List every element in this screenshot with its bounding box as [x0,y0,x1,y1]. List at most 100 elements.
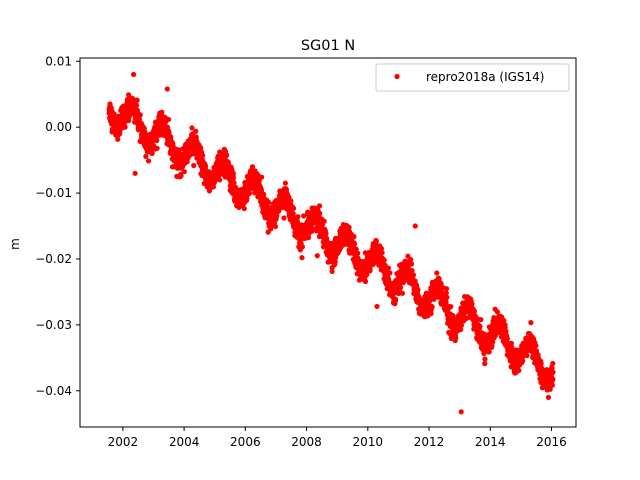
data-point [508,340,515,346]
data-point [362,278,369,285]
data-point [281,215,287,221]
data-point [477,323,483,329]
y-axis-label: m [8,238,22,250]
x-axis: 2002 2004 2006 2008 2010 2012 2014 2016 [108,427,567,449]
data-point [272,223,279,230]
data-point [290,210,296,217]
data-point [520,358,526,364]
data-point [231,180,237,186]
data-point [494,309,501,315]
data-point [469,301,475,307]
chart-title: SG01 N [301,38,355,54]
data-point [504,335,510,342]
data-point [503,328,509,334]
data-point [478,317,484,323]
legend-entry: repro2018a (IGS14) [426,70,544,84]
data-point [471,308,478,315]
data-point [299,244,306,250]
y-tick-label: 0.01 [45,54,72,68]
data-point [143,153,149,159]
x-tick-label: 2014 [475,435,506,449]
data-point [126,117,132,124]
y-tick-label: −0.03 [35,318,72,332]
data-point [448,303,454,310]
data-point [428,310,434,317]
data-point [387,270,393,276]
data-point [193,128,199,134]
data-point [178,173,184,179]
data-point [241,205,247,212]
outlier-point [458,409,464,415]
data-point [516,367,522,374]
data-point [436,276,442,282]
data-point [378,246,385,252]
data-point [115,136,121,142]
data-point [434,270,440,276]
data-point [181,169,187,175]
data-point [538,361,544,367]
data-point [295,214,301,220]
y-tick-label: 0.00 [45,120,72,134]
outlier-point [374,303,380,310]
data-point [168,134,174,140]
x-tick-label: 2010 [353,435,384,449]
data-point [533,343,539,349]
data-point [122,124,128,130]
data-point [154,145,160,151]
data-point [230,175,237,181]
data-point [246,190,253,197]
data-point [212,178,218,184]
y-axis: 0.01 0.00 −0.01 −0.02 −0.03 −0.04 [35,54,80,398]
data-point [134,97,140,103]
data-point [373,238,379,244]
data-point [166,129,172,136]
outlier-point [164,86,170,92]
data-point [332,259,338,265]
data-point [249,164,256,170]
data-point [191,162,197,169]
y-tick-label: −0.04 [35,384,72,398]
data-point [329,268,335,274]
data-point [482,361,488,367]
data-point [381,257,387,263]
data-point [509,346,515,352]
x-tick-label: 2006 [230,435,261,449]
data-point [133,102,140,109]
data-point [230,170,236,176]
outlier-point [545,394,552,400]
legend-box [375,63,570,92]
data-point [323,230,329,236]
x-tick-label: 2004 [169,435,200,449]
data-point [355,250,361,256]
data-point [291,205,297,211]
x-tick-label: 2002 [108,435,139,449]
scatter-points [106,71,556,415]
data-point [550,360,556,367]
data-point [259,174,265,180]
data-point [317,210,323,216]
data-point [149,150,155,157]
data-point [346,224,352,230]
data-point [165,116,172,123]
data-point [528,320,534,326]
data-point [193,134,199,140]
legend: repro2018a (IGS14) [375,63,570,92]
data-point [501,318,507,324]
data-point [305,234,312,241]
data-point [458,322,465,328]
data-point [550,369,556,375]
data-point [392,296,399,302]
data-point [210,184,217,190]
data-point [410,272,416,278]
outlier-point [130,71,137,78]
data-point [288,198,294,204]
data-point [367,266,373,272]
data-point [408,257,414,263]
data-point [137,112,143,118]
data-point [265,199,271,205]
data-point [309,228,315,234]
data-point [524,352,530,359]
data-point [443,286,450,292]
data-point [282,180,288,186]
